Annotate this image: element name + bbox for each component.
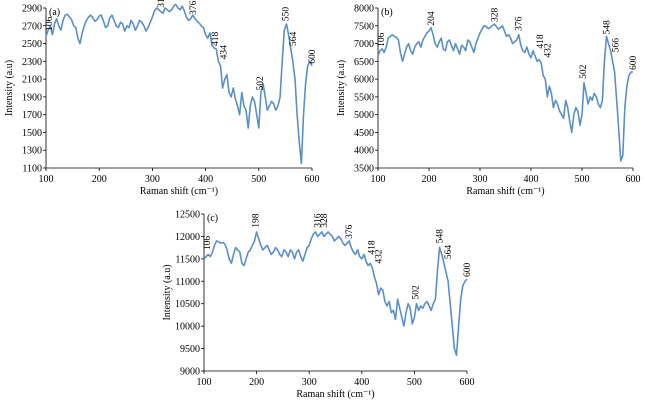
peak-label: 418 bbox=[211, 32, 221, 47]
x-tick-label: 200 bbox=[249, 377, 264, 388]
y-tick-label: 12000 bbox=[175, 232, 200, 243]
peak-label: 502 bbox=[579, 64, 589, 79]
y-tick-label: 7500 bbox=[354, 21, 374, 32]
x-axis-label: Raman shift (cm⁻¹) bbox=[296, 389, 374, 400]
peak-label: 432 bbox=[375, 249, 385, 264]
peak-label: 376 bbox=[189, 0, 199, 15]
x-tick-label: 100 bbox=[39, 174, 54, 185]
y-tick-label: 10000 bbox=[175, 322, 200, 333]
peak-label: 316 bbox=[314, 213, 324, 228]
x-tick-label: 300 bbox=[145, 174, 160, 185]
peak-label: 600 bbox=[463, 263, 473, 278]
y-tick-label: 1700 bbox=[22, 110, 42, 121]
series-line bbox=[45, 3, 313, 165]
y-tick-label: 3500 bbox=[354, 164, 374, 175]
peak-label: 376 bbox=[345, 224, 355, 239]
y-tick-label: 5000 bbox=[354, 110, 374, 121]
y-tick-label: 1100 bbox=[22, 164, 42, 175]
y-tick-label: 4500 bbox=[354, 128, 374, 139]
peak-label: 204 bbox=[427, 11, 437, 26]
peak-label: 328 bbox=[490, 8, 500, 23]
y-tick-label: 7000 bbox=[354, 39, 374, 50]
peak-label: 376 bbox=[515, 16, 525, 31]
y-tick-label: 6500 bbox=[354, 57, 374, 68]
peak-label: 548 bbox=[436, 229, 446, 244]
y-tick-label: 12500 bbox=[175, 210, 200, 221]
peak-label: 418 bbox=[536, 34, 546, 49]
y-axis-label: Intensity (a.u) bbox=[162, 264, 173, 320]
y-tick-label: 5500 bbox=[354, 92, 374, 103]
peak-label: 502 bbox=[411, 285, 421, 300]
peak-label: 600 bbox=[308, 49, 318, 64]
peak-label: 418 bbox=[367, 240, 377, 255]
x-tick-label: 400 bbox=[198, 174, 213, 185]
series-line bbox=[377, 23, 633, 162]
y-tick-label: 9000 bbox=[180, 367, 200, 378]
x-axis-label: Raman shift (cm⁻¹) bbox=[140, 186, 218, 197]
peak-label: 106 bbox=[203, 236, 213, 251]
x-tick-label: 600 bbox=[460, 377, 475, 388]
x-tick-label: 500 bbox=[575, 174, 590, 185]
x-tick-label: 600 bbox=[305, 174, 320, 185]
peak-label: 106 bbox=[45, 16, 55, 31]
peak-label: 106 bbox=[377, 32, 387, 47]
y-tick-label: 1900 bbox=[22, 92, 42, 103]
x-tick-label: 300 bbox=[302, 377, 317, 388]
y-tick-label: 4000 bbox=[354, 146, 374, 157]
panel-label: (b) bbox=[381, 7, 393, 18]
y-axis-label: Intensity (a.u) bbox=[336, 60, 347, 116]
y-tick-label: 2700 bbox=[22, 21, 42, 32]
y-tick-label: 8000 bbox=[354, 4, 374, 15]
x-tick-label: 200 bbox=[92, 174, 107, 185]
y-tick-label: 10500 bbox=[175, 299, 200, 310]
y-tick-label: 11500 bbox=[175, 254, 200, 265]
panel-label: (c) bbox=[207, 213, 218, 224]
peak-label: 566 bbox=[612, 38, 622, 53]
peak-label: 434 bbox=[220, 45, 230, 60]
peak-label: 328 bbox=[320, 213, 330, 228]
chart-panel-b: 3500 4000 4500 5000 5500 6000 6500 7000 7500 8000… bbox=[336, 4, 641, 198]
x-tick-label: 100 bbox=[197, 377, 212, 388]
series-line bbox=[203, 231, 468, 357]
peak-label: 502 bbox=[256, 76, 266, 91]
peak-label: 548 bbox=[602, 20, 612, 35]
y-tick-label: 1500 bbox=[22, 128, 42, 139]
peak-label: 198 bbox=[252, 213, 262, 228]
peak-label: 564 bbox=[289, 32, 299, 47]
panel-label: (a) bbox=[49, 7, 60, 18]
x-tick-label: 600 bbox=[626, 174, 641, 185]
y-tick-label: 2500 bbox=[22, 39, 42, 50]
y-tick-label: 9500 bbox=[180, 344, 200, 355]
chart-panel-a: 1100 1300 1500 1700 1900 2100 2300 2500 2700 2900… bbox=[4, 0, 320, 197]
x-tick-label: 400 bbox=[524, 174, 539, 185]
y-tick-label: 2300 bbox=[22, 57, 42, 68]
peak-label: 600 bbox=[629, 56, 639, 71]
peak-label: 316 bbox=[157, 0, 167, 8]
y-tick-label: 11000 bbox=[175, 277, 200, 288]
peak-label: 432 bbox=[543, 43, 553, 58]
y-tick-label: 1300 bbox=[22, 146, 42, 157]
x-tick-label: 500 bbox=[251, 174, 266, 185]
y-tick-label: 2100 bbox=[22, 75, 42, 86]
x-axis-label: Raman shift (cm⁻¹) bbox=[466, 186, 544, 197]
x-tick-label: 100 bbox=[371, 174, 386, 185]
x-tick-label: 500 bbox=[407, 377, 422, 388]
y-tick-label: 2900 bbox=[22, 4, 42, 15]
chart-panel-c: 9000 9500 10000 10500 11000 11500 12000 12500 10… bbox=[162, 210, 475, 401]
x-tick-label: 400 bbox=[354, 377, 369, 388]
y-tick-label: 6000 bbox=[354, 75, 374, 86]
x-tick-label: 200 bbox=[422, 174, 437, 185]
peak-label: 550 bbox=[281, 7, 291, 22]
y-axis-label: Intensity (a.u) bbox=[4, 60, 15, 116]
peak-label: 564 bbox=[444, 245, 454, 260]
x-tick-label: 300 bbox=[473, 174, 488, 185]
